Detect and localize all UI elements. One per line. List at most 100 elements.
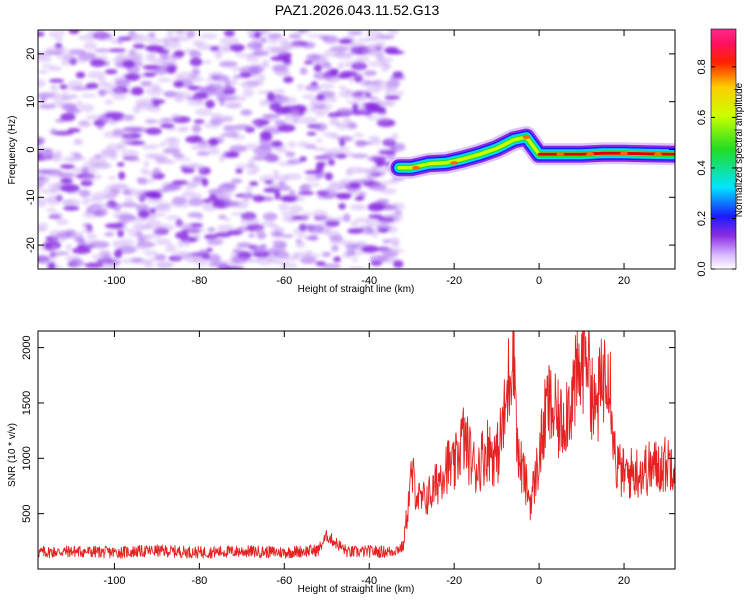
noise-blob	[49, 101, 66, 106]
noise-blob	[98, 82, 109, 87]
snr-frame	[37, 330, 676, 570]
noise-blob	[104, 232, 115, 237]
noise-blob	[143, 250, 159, 256]
noise-blob	[231, 255, 248, 264]
noise-blob	[75, 56, 88, 64]
noise-blob	[146, 219, 161, 228]
noise-blob	[107, 183, 128, 189]
noise-blob	[260, 133, 273, 141]
noise-blob	[144, 153, 157, 159]
noise-blob	[56, 218, 69, 226]
noise-blob	[269, 48, 288, 56]
noise-blob	[347, 30, 364, 35]
noise-blob	[50, 84, 58, 93]
noise-blob	[110, 38, 123, 45]
noise-blob	[69, 151, 79, 156]
ridge-hotspot	[556, 152, 565, 157]
ridge-hotspot	[450, 161, 459, 165]
noise-blob	[171, 35, 191, 42]
noise-blob	[197, 165, 206, 171]
noise-blob	[90, 161, 110, 170]
noise-blob	[174, 222, 185, 227]
noise-blob	[251, 164, 260, 173]
noise-blob	[355, 94, 368, 101]
noise-blob	[142, 72, 157, 78]
noise-blob	[354, 217, 371, 223]
noise-blob	[246, 80, 259, 87]
noise-blob	[130, 34, 149, 43]
noise-blob	[365, 103, 381, 112]
noise-blob	[201, 60, 212, 65]
noise-blob	[353, 132, 365, 138]
noise-blob	[266, 183, 283, 188]
noise-blob	[98, 89, 107, 97]
noise-blob	[321, 251, 332, 258]
noise-blob	[97, 122, 104, 130]
noise-blob	[249, 181, 259, 187]
noise-blob	[297, 141, 310, 148]
noise-blob	[80, 93, 97, 98]
noise-blob	[173, 80, 185, 88]
noise-blob	[222, 183, 237, 188]
noise-blob	[86, 233, 98, 240]
noise-blob	[342, 250, 354, 259]
y-tick-label: 500	[21, 504, 33, 522]
colorbar-ticks: 0.0 0.2 0.4 0.6 0.8	[696, 59, 736, 277]
noise-blob	[305, 54, 321, 61]
noise-blob	[41, 64, 55, 69]
noise-blob	[170, 113, 181, 121]
x-tick-label: -20	[446, 275, 462, 287]
noise-blob	[296, 234, 306, 239]
noise-blob	[391, 133, 399, 140]
noise-blob	[349, 204, 367, 211]
noise-blob	[349, 182, 360, 188]
noise-blob	[104, 111, 125, 119]
noise-blob	[384, 46, 399, 55]
snr-axes: -100 -80 -60 -40 -20 0 20 500 1000 1500 2000	[21, 331, 675, 587]
noise-blob	[313, 64, 323, 72]
noise-blob	[38, 227, 47, 233]
noise-blob	[308, 143, 316, 149]
noise-blob	[259, 99, 267, 107]
noise-blob	[128, 233, 143, 238]
noise-blob	[218, 214, 227, 220]
ridge-hotspot	[620, 151, 628, 156]
noise-blob	[297, 83, 304, 91]
noise-blob	[99, 150, 118, 158]
noise-blob	[159, 52, 170, 60]
x-tick-label: -100	[103, 275, 125, 287]
noise-blob	[43, 241, 52, 249]
noise-blob	[394, 210, 403, 215]
noise-blob	[210, 46, 220, 51]
noise-blob	[70, 261, 87, 266]
noise-blob	[198, 249, 209, 257]
noise-blob	[331, 245, 339, 252]
noise-blob	[140, 80, 153, 87]
noise-blob	[94, 48, 111, 53]
noise-blob	[166, 65, 177, 74]
noise-blob	[276, 63, 294, 67]
noise-blob	[83, 174, 97, 182]
noise-blob	[223, 30, 235, 37]
noise-blob	[117, 229, 124, 238]
noise-blob	[145, 87, 164, 96]
x-tick-label: -80	[191, 275, 207, 287]
noise-blob	[147, 212, 167, 217]
noise-blob	[375, 41, 386, 48]
noise-blob	[219, 60, 238, 68]
noise-blob	[118, 171, 126, 180]
noise-blob	[231, 67, 249, 72]
noise-blob	[185, 135, 204, 144]
noise-blob	[253, 122, 260, 127]
noise-blob	[68, 30, 80, 35]
noise-blob	[51, 235, 67, 243]
noise-blob	[350, 153, 369, 159]
noise-blob	[227, 230, 243, 236]
noise-blob	[175, 157, 192, 162]
noise-blob	[378, 106, 387, 114]
noise-blob	[246, 213, 257, 218]
noise-blob	[53, 131, 74, 136]
noise-blob	[186, 225, 193, 234]
noise-blob	[172, 91, 193, 100]
noise-blob	[75, 71, 86, 79]
